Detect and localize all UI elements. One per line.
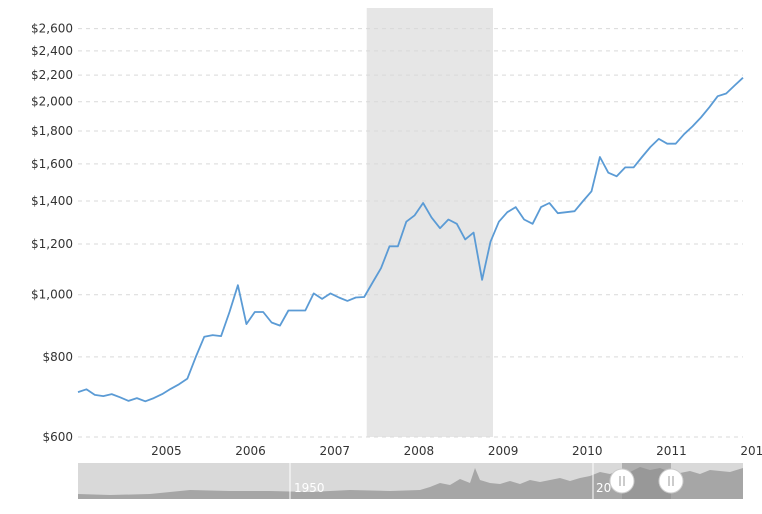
navigator-label-20: 20 (596, 481, 611, 495)
y-tick-label: $2,000 (31, 95, 73, 109)
x-axis: 2005 2006 2007 2008 2009 2010 2011 2012 (151, 444, 762, 458)
x-tick-label: 2007 (319, 444, 350, 458)
y-tick-label: $600 (42, 430, 73, 444)
navigator-right-handle[interactable] (658, 468, 684, 494)
recession-band-layer (366, 8, 493, 437)
price-series-line (77, 77, 744, 403)
y-tick-label: $1,800 (31, 124, 73, 138)
y-axis: $600 $800 $1,000 $1,200 $1,400 $1,600 $1,800 $2… (31, 22, 73, 444)
y-tick-label: $1,400 (31, 194, 73, 208)
y-tick-label: $2,400 (31, 44, 73, 58)
y-tick-label: $1,000 (31, 288, 73, 302)
navigator-label-1950: 1950 (294, 481, 325, 495)
y-tick-label: $2,600 (31, 22, 73, 36)
y-tick-label: $1,600 (31, 157, 73, 171)
x-tick-label: 2009 (488, 444, 519, 458)
x-tick-label: 2006 (235, 444, 266, 458)
x-tick-label: 2005 (151, 444, 182, 458)
recession-band (366, 8, 493, 437)
y-gridlines (78, 28, 743, 438)
navigator-mini-series (78, 467, 743, 499)
x-tick-label: 2010 (572, 444, 603, 458)
x-tick-label: 2008 (404, 444, 435, 458)
y-tick-label: $1,200 (31, 237, 73, 251)
y-tick-label: $800 (42, 350, 73, 364)
x-tick-label: 2012 (740, 444, 762, 458)
navigator-left-handle[interactable] (609, 468, 635, 494)
y-tick-label: $2,200 (31, 68, 73, 82)
price-series-layer (77, 77, 744, 403)
time-range-navigator[interactable]: 1950 20 (78, 463, 743, 499)
x-tick-label: 2011 (656, 444, 687, 458)
